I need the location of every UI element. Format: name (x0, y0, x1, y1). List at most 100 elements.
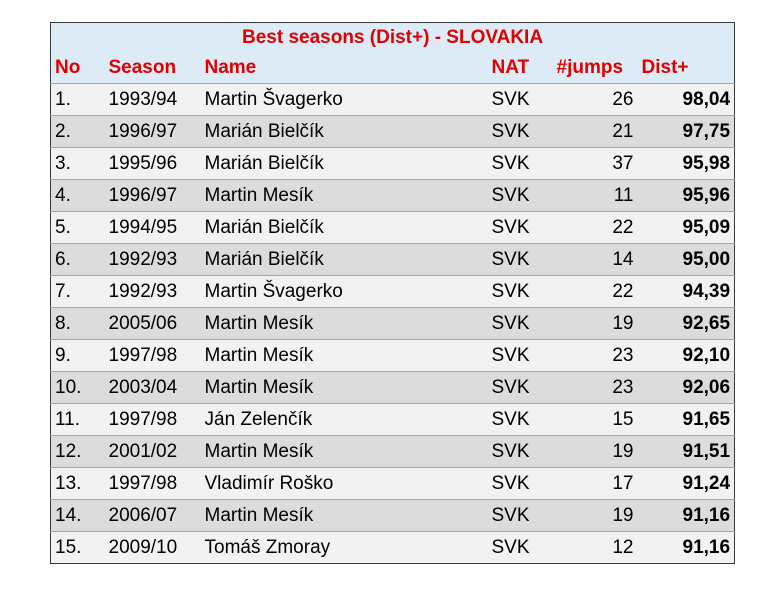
header-season: Season (104, 53, 201, 84)
cell-name: Martin Mesík (200, 339, 488, 372)
cell-jumps: 26 (552, 83, 638, 116)
cell-season: 1992/93 (104, 243, 201, 276)
cell-dist: 95,98 (637, 147, 736, 180)
cell-dist: 95,09 (637, 211, 736, 244)
table-title-row: Best seasons (Dist+) - SLOVAKIA (49, 22, 736, 53)
cell-nat: SVK (487, 179, 553, 212)
table-row: 4. 1996/97 Martin Mesík SVK 11 95,96 (50, 179, 736, 212)
cell-nat: SVK (487, 83, 553, 116)
cell-jumps: 22 (552, 211, 638, 244)
cell-dist: 95,00 (637, 243, 736, 276)
cell-season: 2005/06 (104, 307, 201, 340)
cell-no: 11. (50, 403, 105, 436)
cell-name: Martin Mesík (200, 435, 488, 468)
cell-jumps: 37 (552, 147, 638, 180)
cell-no: 13. (50, 467, 105, 500)
table-row: 13. 1997/98 Vladimír Roško SVK 17 91,24 (50, 467, 736, 500)
cell-no: 6. (50, 243, 105, 276)
cell-no: 8. (50, 307, 105, 340)
cell-season: 1997/98 (104, 339, 201, 372)
cell-dist: 91,24 (637, 467, 736, 500)
cell-season: 1994/95 (104, 211, 201, 244)
cell-jumps: 22 (552, 275, 638, 308)
cell-name: Marián Bielčík (200, 211, 488, 244)
cell-season: 1996/97 (104, 115, 201, 148)
cell-season: 2001/02 (104, 435, 201, 468)
cell-no: 14. (50, 499, 105, 532)
cell-nat: SVK (487, 339, 553, 372)
cell-jumps: 23 (552, 339, 638, 372)
table-row: 7. 1992/93 Martin Švagerko SVK 22 94,39 (50, 275, 736, 308)
cell-name: Martin Mesík (200, 371, 488, 404)
cell-name: Martin Mesík (200, 499, 488, 532)
table-row: 11. 1997/98 Ján Zelenčík SVK 15 91,65 (50, 403, 736, 436)
best-seasons-table: Best seasons (Dist+) - SLOVAKIA No Seaso… (49, 22, 736, 564)
cell-jumps: 15 (552, 403, 638, 436)
cell-name: Vladimír Roško (200, 467, 488, 500)
header-name: Name (200, 53, 488, 84)
cell-nat: SVK (487, 403, 553, 436)
column-header-row: No Season Name NAT #jumps Dist+ (50, 53, 736, 84)
cell-dist: 91,65 (637, 403, 736, 436)
cell-jumps: 21 (552, 115, 638, 148)
cell-nat: SVK (487, 307, 553, 340)
cell-no: 7. (50, 275, 105, 308)
cell-jumps: 19 (552, 307, 638, 340)
cell-season: 1996/97 (104, 179, 201, 212)
table-row: 2. 1996/97 Marián Bielčík SVK 21 97,75 (50, 115, 736, 148)
cell-nat: SVK (487, 243, 553, 276)
table-row: 8. 2005/06 Martin Mesík SVK 19 92,65 (50, 307, 736, 340)
cell-nat: SVK (487, 147, 553, 180)
cell-no: 15. (50, 531, 105, 564)
cell-season: 1993/94 (104, 83, 201, 116)
table-row: 12. 2001/02 Martin Mesík SVK 19 91,51 (50, 435, 736, 468)
cell-no: 1. (50, 83, 105, 116)
cell-jumps: 17 (552, 467, 638, 500)
header-nat: NAT (487, 53, 553, 84)
cell-no: 2. (50, 115, 105, 148)
cell-name: Martin Mesík (200, 307, 488, 340)
cell-dist: 92,06 (637, 371, 736, 404)
table-row: 5. 1994/95 Marián Bielčík SVK 22 95,09 (50, 211, 736, 244)
table-row: 15. 2009/10 Tomáš Zmoray SVK 12 91,16 (50, 531, 736, 564)
cell-jumps: 19 (552, 499, 638, 532)
cell-name: Marián Bielčík (200, 243, 488, 276)
cell-jumps: 11 (552, 179, 638, 212)
cell-name: Martin Švagerko (200, 83, 488, 116)
cell-name: Marián Bielčík (200, 147, 488, 180)
cell-nat: SVK (487, 467, 553, 500)
table-title: Best seasons (Dist+) - SLOVAKIA (49, 22, 736, 53)
cell-nat: SVK (487, 435, 553, 468)
cell-name: Tomáš Zmoray (200, 531, 488, 564)
cell-name: Martin Švagerko (200, 275, 488, 308)
cell-season: 1995/96 (104, 147, 201, 180)
cell-dist: 95,96 (637, 179, 736, 212)
cell-no: 12. (50, 435, 105, 468)
cell-season: 2003/04 (104, 371, 201, 404)
cell-season: 2009/10 (104, 531, 201, 564)
cell-dist: 92,10 (637, 339, 736, 372)
cell-dist: 91,16 (637, 531, 736, 564)
cell-dist: 97,75 (637, 115, 736, 148)
table-row: 14. 2006/07 Martin Mesík SVK 19 91,16 (50, 499, 736, 532)
cell-dist: 92,65 (637, 307, 736, 340)
cell-season: 1997/98 (104, 467, 201, 500)
cell-dist: 98,04 (637, 83, 736, 116)
cell-no: 4. (50, 179, 105, 212)
cell-season: 1992/93 (104, 275, 201, 308)
cell-name: Marián Bielčík (200, 115, 488, 148)
cell-no: 9. (50, 339, 105, 372)
cell-no: 10. (50, 371, 105, 404)
cell-nat: SVK (487, 499, 553, 532)
header-dist: Dist+ (637, 53, 736, 84)
cell-nat: SVK (487, 211, 553, 244)
cell-dist: 94,39 (637, 275, 736, 308)
cell-name: Martin Mesík (200, 179, 488, 212)
cell-no: 5. (50, 211, 105, 244)
cell-jumps: 14 (552, 243, 638, 276)
cell-nat: SVK (487, 275, 553, 308)
cell-dist: 91,51 (637, 435, 736, 468)
cell-nat: SVK (487, 371, 553, 404)
table-row: 9. 1997/98 Martin Mesík SVK 23 92,10 (50, 339, 736, 372)
table-row: 3. 1995/96 Marián Bielčík SVK 37 95,98 (50, 147, 736, 180)
